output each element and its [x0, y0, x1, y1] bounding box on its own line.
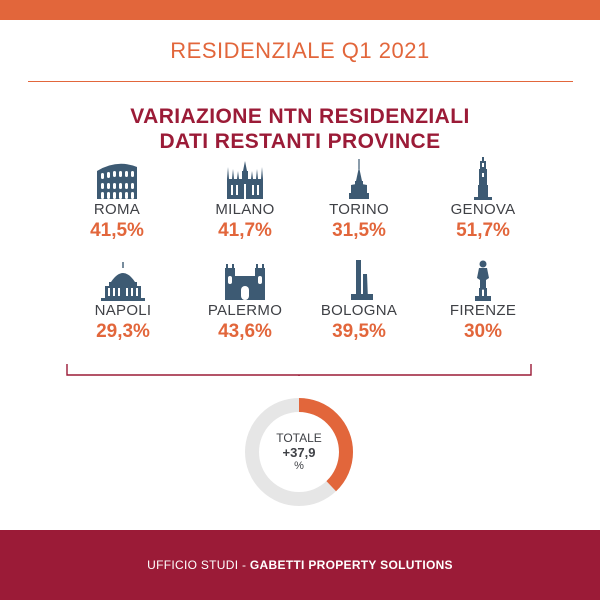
due-torri-icon [351, 260, 373, 300]
page-title: RESIDENZIALE Q1 2021 [170, 38, 430, 63]
top-accent-bar [0, 0, 600, 20]
bracket-divider [66, 364, 532, 376]
city-name: ROMA [93, 201, 141, 218]
section-title: VARIAZIONE NTN RESIDENZIALI DATI RESTANT… [0, 104, 600, 154]
footer-prefix: UFFICIO STUDI - [147, 558, 250, 572]
total-unit: % [294, 460, 304, 472]
total-value: +37,9 [282, 445, 316, 460]
footer-bar: UFFICIO STUDI - GABETTI PROPERTY SOLUTIO… [0, 530, 600, 600]
donut-svg [245, 398, 353, 506]
city-name: BOLOGNA [320, 302, 398, 319]
san-francesco-di-paola-icon [101, 262, 145, 301]
section-title-line-2: DATI RESTANTI PROVINCE [159, 130, 441, 153]
city-change-value: 51,7% [456, 220, 510, 241]
city-name: PALERMO [207, 302, 283, 319]
section-title-line-1: VARIAZIONE NTN RESIDENZIALI [130, 105, 470, 128]
total-label-group: TOTALE +37,9 % [243, 396, 355, 508]
footer-brand: GABETTI PROPERTY SOLUTIONS [249, 558, 453, 572]
city-card-firenze: FIRENZE 30% [423, 258, 543, 343]
donut-progress-arc [245, 398, 353, 506]
city-name: MILANO [215, 201, 275, 218]
city-change-value: 31,5% [332, 220, 386, 241]
lanterna-icon [474, 157, 492, 200]
city-name: TORINO [329, 201, 389, 218]
city-card-palermo: PALERMO 43,6% [185, 258, 305, 343]
duomo-milano-icon [227, 161, 263, 199]
city-change-value: 39,5% [332, 321, 386, 342]
city-name: GENOVA [450, 201, 516, 218]
colosseum-icon [97, 163, 137, 199]
total-label: TOTALE [276, 431, 322, 445]
header-divider [28, 81, 573, 82]
city-card-roma: ROMA 41,5% [57, 157, 177, 242]
city-change-value: 41,7% [218, 220, 272, 241]
city-card-milano: MILANO 41,7% [185, 157, 305, 242]
total-donut-chart: TOTALE +37,9 % [243, 396, 355, 508]
city-change-value: 29,3% [96, 321, 150, 342]
city-change-value: 41,5% [90, 220, 144, 241]
city-card-bologna: BOLOGNA 39,5% [299, 258, 419, 343]
mole-antonelliana-icon [349, 159, 369, 199]
city-card-napoli: NAPOLI 29,3% [63, 258, 183, 343]
city-change-value: 30% [463, 321, 503, 342]
city-card-torino: TORINO 31,5% [299, 157, 419, 242]
palermo-cathedral-icon [225, 264, 265, 300]
city-name: NAPOLI [94, 302, 152, 319]
city-card-genova: GENOVA 51,7% [423, 157, 543, 242]
david-statue-icon [475, 260, 491, 301]
city-change-value: 43,6% [218, 321, 272, 342]
city-name: FIRENZE [449, 302, 517, 319]
